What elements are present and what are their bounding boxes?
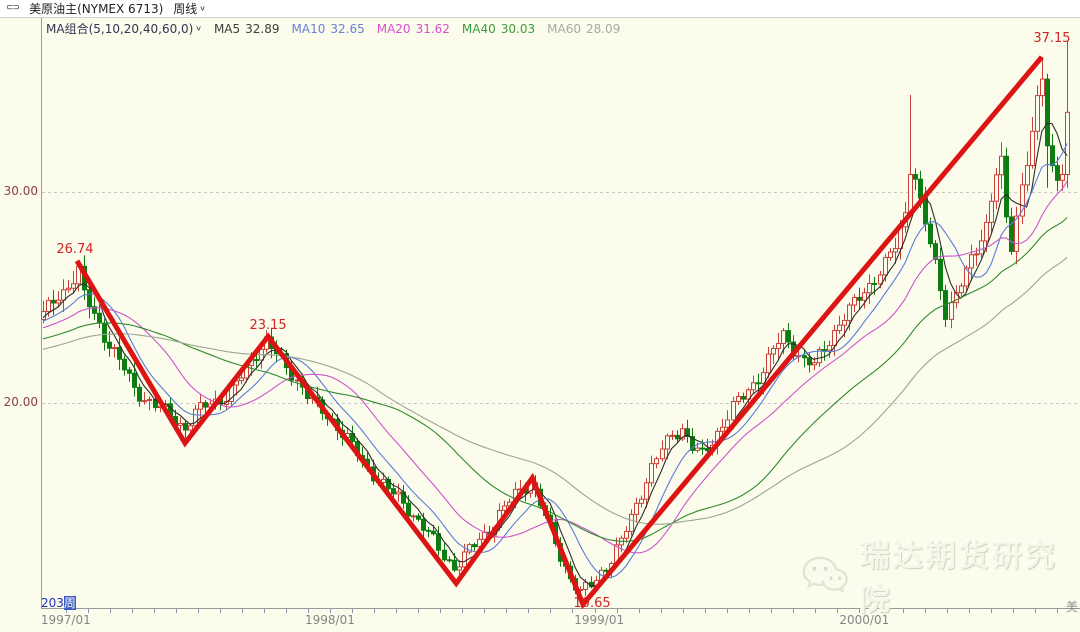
ma-label: MA40 — [461, 21, 496, 36]
gridlines — [42, 192, 1080, 404]
ma40-line — [42, 217, 1068, 542]
ma-value: 28.09 — [585, 21, 621, 36]
axes — [41, 18, 1080, 613]
chevron-down-icon: ∨ — [195, 24, 202, 33]
week-count-value: 203 — [41, 596, 64, 610]
corner-partial-label: 美 — [1066, 600, 1079, 614]
week-counter-field[interactable]: 203 周 — [41, 596, 76, 610]
legend-ma60: MA60 28.09 — [547, 22, 620, 36]
ma-legend: MA组合(5,10,20,40,60,0) ∨ MA5 32.89 MA10 32.… — [46, 20, 620, 37]
ma-group-label: MA组合(5,10,20,40,60,0) — [46, 22, 194, 36]
ma-value: 32.89 — [245, 21, 280, 36]
ma20-line — [42, 180, 1068, 554]
ma-value: 30.03 — [500, 21, 536, 36]
legend-ma5: MA5 32.89 — [214, 22, 280, 36]
ma-label: MA20 — [376, 21, 411, 36]
ma-value: 31.62 — [415, 21, 450, 36]
ma-settings-dropdown[interactable]: MA组合(5,10,20,40,60,0) ∨ — [46, 20, 202, 37]
period-selector[interactable]: 周线 ∨ — [173, 0, 206, 17]
ma10-line — [42, 143, 1068, 579]
chart-header: ⊂⊃ 美原油主(NYMEX 6713) 周线 ∨ — [0, 0, 1080, 18]
legend-ma40: MA40 30.03 — [462, 22, 535, 36]
week-count-unit: 周 — [63, 596, 76, 610]
zigzag-trendline[interactable] — [74, 55, 1044, 610]
ma-lines — [42, 122, 1068, 587]
contract-switch-icon[interactable]: ⊂⊃ — [6, 3, 20, 13]
period-label: 周线 — [173, 2, 198, 16]
ma60-line — [42, 256, 1068, 525]
ma-value: 32.65 — [330, 21, 365, 36]
ma-label: MA60 — [547, 21, 581, 36]
legend-ma10: MA10 32.65 — [292, 22, 365, 36]
legend-ma20: MA20 31.62 — [377, 22, 450, 36]
ma-label: MA5 — [213, 21, 241, 36]
chart-title: 美原油主(NYMEX 6713) — [29, 2, 164, 16]
ma-label: MA10 — [291, 21, 326, 36]
chevron-down-icon: ∨ — [199, 4, 206, 13]
